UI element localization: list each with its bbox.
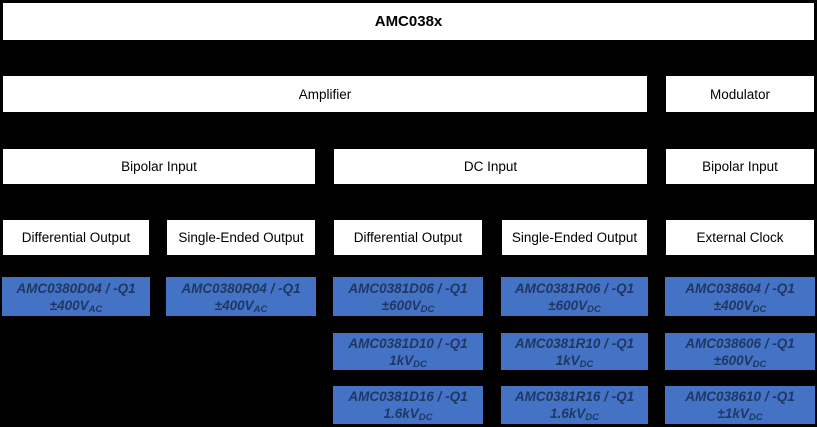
part-voltage-subscript: DC (413, 358, 427, 370)
part-box-amc0381d16: AMC0381D16 / -Q1 1.6kVDC (333, 386, 483, 424)
input-node-bipolar-left: Bipolar Input (2, 148, 316, 185)
part-box-amc0380d04: AMC0380D04 / -Q1 ±400VAC (2, 277, 150, 316)
part-rating: ±1kVDC (717, 405, 762, 422)
part-rating: 1.6kVDC (383, 405, 432, 422)
output-node-differential-2: Differential Output (333, 219, 483, 256)
part-number: AMC038606 / -Q1 (685, 335, 795, 351)
input-node-bipolar-right: Bipolar Input (665, 148, 815, 185)
part-voltage: ±600V (548, 297, 588, 313)
output-node-single-ended-2: Single-Ended Output (501, 219, 648, 256)
part-rating: ±600VDC (382, 297, 435, 314)
part-box-amc038610: AMC038610 / -Q1 ±1kVDC (665, 386, 815, 424)
root-node-amc038x: AMC038x (2, 2, 815, 41)
part-voltage-subscript: DC (418, 412, 433, 423)
part-box-amc0381r10: AMC0381R10 / -Q1 1kVDC (501, 333, 648, 370)
part-voltage: ±1kV (717, 406, 749, 421)
function-label: Modulator (709, 86, 771, 102)
input-label: DC Input (463, 159, 518, 174)
part-number: AMC038604 / -Q1 (685, 280, 795, 296)
part-number: AMC0380R04 / -Q1 (181, 280, 301, 296)
part-box-amc0381d10: AMC0381D10 / -Q1 1kVDC (333, 333, 483, 370)
function-label: Amplifier (298, 86, 352, 102)
root-label: AMC038x (374, 13, 443, 30)
part-voltage: ±600V (381, 297, 421, 313)
part-voltage: 1kV (555, 352, 580, 368)
part-number: AMC0381D06 / -Q1 (348, 280, 468, 296)
output-node-single-ended-1: Single-Ended Output (166, 219, 316, 256)
input-label: Bipolar Input (702, 159, 778, 174)
part-voltage: ±600V (713, 352, 753, 368)
part-rating: ±400VAC (215, 297, 268, 314)
part-voltage-subscript: DC (585, 412, 599, 423)
part-box-amc0380r04: AMC0380R04 / -Q1 ±400VAC (166, 277, 316, 316)
part-voltage: ±400V (214, 297, 254, 313)
part-box-amc038606: AMC038606 / -Q1 ±600VDC (665, 333, 815, 370)
part-voltage: 1kV (389, 352, 414, 368)
output-label: Single-Ended Output (511, 230, 638, 245)
part-voltage-subscript: DC (752, 303, 767, 315)
part-box-amc038604: AMC038604 / -Q1 ±400VDC (665, 277, 815, 316)
part-number: AMC0380D04 / -Q1 (16, 280, 136, 296)
part-rating: ±600VDC (548, 297, 601, 314)
part-voltage: ±400V (49, 297, 89, 313)
input-label: Bipolar Input (121, 159, 197, 174)
part-voltage-subscript: DC (752, 358, 767, 370)
part-number: AMC0381D10 / -Q1 (348, 335, 468, 351)
part-voltage-subscript: DC (420, 303, 435, 315)
part-voltage-subscript: AC (88, 303, 103, 315)
output-label: Single-Ended Output (178, 230, 304, 245)
part-number: AMC0381R10 / -Q1 (514, 335, 635, 351)
output-node-differential-1: Differential Output (2, 219, 150, 256)
part-number: AMC0381D16 / -Q1 (348, 389, 468, 404)
part-voltage-subscript: DC (579, 358, 594, 370)
part-number: AMC0381R16 / -Q1 (514, 389, 635, 404)
part-box-amc0381r16: AMC0381R16 / -Q1 1.6kVDC (501, 386, 648, 424)
output-node-external-clock: External Clock (665, 219, 815, 256)
part-voltage: ±400V (713, 297, 753, 313)
part-rating: ±400VAC (50, 297, 103, 314)
input-node-dc: DC Input (333, 148, 648, 185)
output-label: Differential Output (21, 230, 131, 245)
part-box-amc0381d06: AMC0381D06 / -Q1 ±600VDC (333, 277, 483, 316)
part-number: AMC038610 / -Q1 (685, 389, 795, 404)
part-rating: 1kVDC (556, 352, 594, 369)
part-box-amc0381r06: AMC0381R06 / -Q1 ±600VDC (501, 277, 648, 316)
part-voltage-subscript: AC (253, 303, 268, 315)
part-voltage: 1.6kV (383, 406, 419, 421)
part-rating: ±600VDC (714, 352, 767, 369)
part-voltage: 1.6kV (549, 406, 586, 421)
part-voltage-subscript: DC (587, 303, 601, 315)
function-node-modulator: Modulator (665, 75, 815, 113)
part-rating: ±400VDC (714, 297, 767, 314)
part-voltage-subscript: DC (748, 412, 763, 423)
part-rating: 1kVDC (389, 352, 427, 369)
output-label: External Clock (696, 230, 784, 245)
output-label: Differential Output (353, 230, 463, 245)
part-rating: 1.6kVDC (550, 405, 599, 422)
function-node-amplifier: Amplifier (2, 75, 648, 113)
part-number: AMC0381R06 / -Q1 (514, 280, 635, 296)
